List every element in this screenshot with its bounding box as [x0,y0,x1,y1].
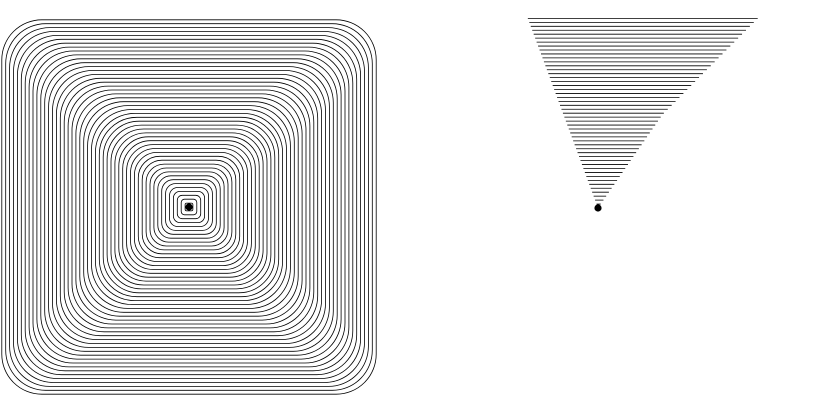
left-contour-ring [172,190,205,223]
left-contour-ring [63,81,315,333]
left-contour-ring [130,148,248,266]
left-contour-ring [16,35,362,380]
left-contour-ring [184,202,194,212]
left-contour-ring [44,62,334,352]
left-contour-ring [141,159,237,255]
left-center-dot [185,203,193,211]
left-contour-ring [110,128,268,286]
left-contour-ring [52,70,326,344]
left-contour-ring [28,46,350,368]
left-contour-ring [36,54,342,360]
left-contour-ring [87,105,291,309]
left-contour-ring [133,151,244,262]
left-contour-ring [95,113,283,301]
left-contour-ring [32,50,346,364]
left-contour-ring [153,171,225,243]
left-contour-ring [71,89,307,325]
left-contour-ring [114,132,264,282]
left-contour-ring [24,42,354,372]
left-contour-ring [9,27,369,387]
left-contour-ring [20,38,358,376]
left-contour-ring [75,93,303,321]
right-panel-square-circle-blend-contours [527,18,758,212]
right-center-dot [594,204,602,212]
left-contour-ring [67,85,311,329]
left-contour-ring [1,19,377,395]
left-contour-ring [83,101,295,313]
left-contour-ring [98,116,280,298]
left-contour-ring [59,77,319,337]
left-contour-ring [91,109,287,305]
left-contour-ring [13,31,365,383]
left-contour-ring [122,140,256,274]
left-contour-ring [40,58,338,356]
left-contour-ring [106,124,272,290]
left-contour-ring [180,198,198,216]
left-contour-ring [118,136,260,278]
left-contour-ring [149,167,229,247]
left-contour-ring [79,97,299,317]
left-panel-rounded-square-contours [1,19,377,395]
left-contour-ring [126,144,252,270]
left-contour-ring [102,120,276,294]
left-contour-ring [48,66,330,348]
left-contour-ring [169,187,209,227]
left-contour-ring [157,175,221,239]
left-contour-ring [145,163,233,251]
left-contour-ring [56,74,323,341]
left-contour-ring [161,179,217,235]
left-contour-ring [137,155,241,259]
left-contour-ring [5,23,373,391]
left-contour-ring [165,183,213,231]
left-contour-ring [176,194,202,220]
